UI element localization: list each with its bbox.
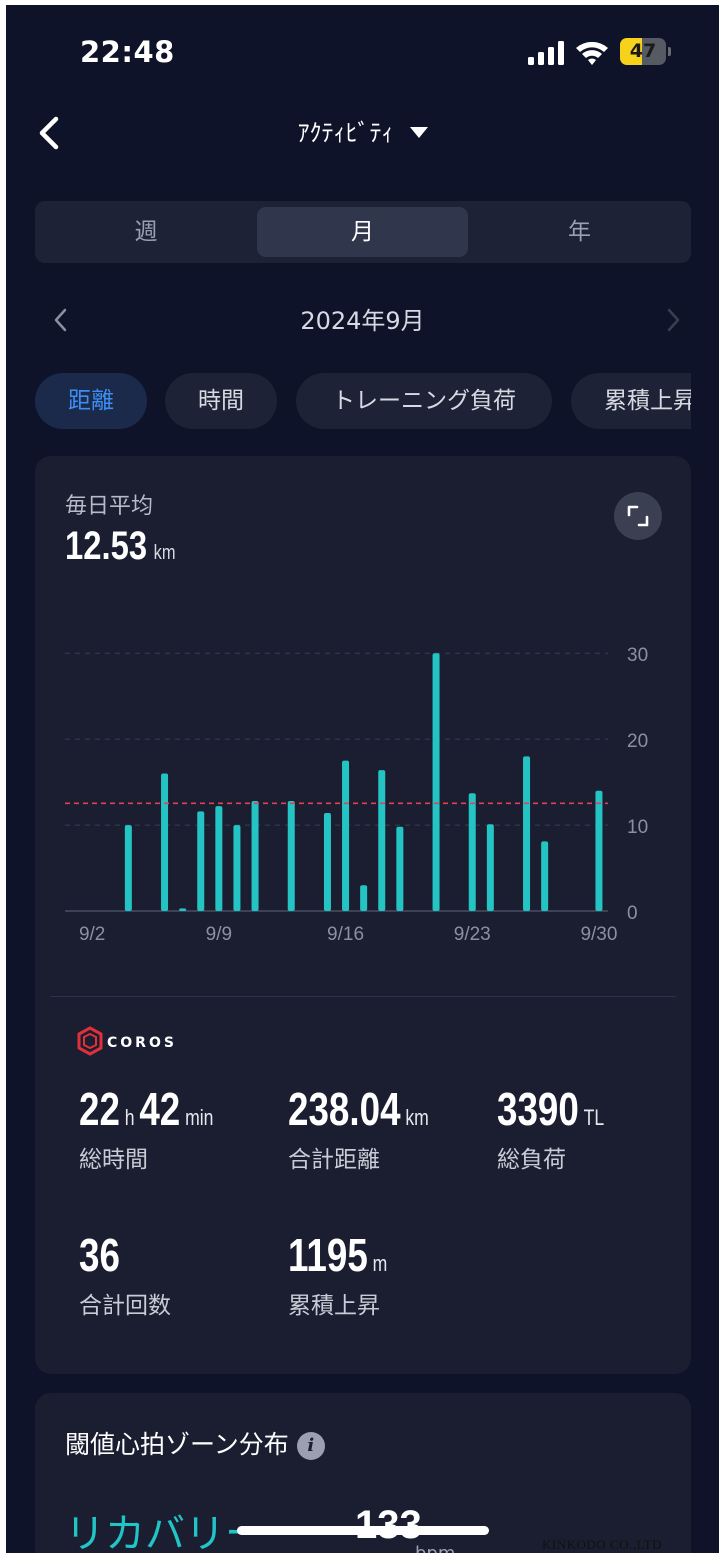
bar-9/26[interactable]: [523, 756, 531, 911]
caret-down-icon: [409, 126, 428, 138]
bar-9/10[interactable]: [233, 825, 241, 911]
stat-label: 総時間: [79, 1147, 148, 1173]
y-tick-label: 10: [627, 817, 648, 838]
chip-elevation-gain[interactable]: 累積上昇: [571, 373, 691, 429]
daily-average-label: 毎日平均: [65, 494, 154, 519]
zone-card-title: 閾値心拍ゾーン分布 i: [65, 1425, 325, 1461]
battery-level: 47: [629, 40, 657, 62]
zone-value: 133: [355, 1503, 422, 1547]
zone-unit: bpm: [415, 1543, 455, 1553]
x-tick-label: 9/23: [454, 924, 491, 945]
chip-training-load[interactable]: トレーニング負荷: [296, 373, 552, 429]
bar-9/27[interactable]: [541, 841, 549, 911]
x-tick-label: 9/9: [206, 924, 232, 945]
x-tick-label: 9/16: [327, 924, 364, 945]
distance-bar-chart: 30 20 10 0 9/2 9/9 9/16 9/23 9/30: [65, 645, 648, 945]
stat-total-time: 22 h 42 min 総時間: [79, 1082, 253, 1174]
period-label: 2024年9月: [300, 307, 425, 335]
y-tick-label: 20: [627, 731, 648, 752]
bar-9/7[interactable]: [179, 908, 187, 911]
segment-month[interactable]: 月: [257, 207, 468, 257]
bar-9/17[interactable]: [360, 885, 368, 911]
stat-label: 総負荷: [497, 1147, 566, 1173]
brand-name: COROS: [107, 1035, 177, 1051]
x-tick-label: 9/30: [580, 924, 617, 945]
bar-9/18[interactable]: [378, 770, 386, 911]
bar-9/19[interactable]: [396, 826, 404, 911]
bar-9/8[interactable]: [197, 811, 205, 911]
divider: [50, 996, 676, 997]
battery-tip: [668, 47, 671, 56]
watermark: KINKODO CO.,LTD: [542, 1537, 663, 1552]
battery-icon: 47: [620, 38, 666, 65]
stat-elevation-gain: 1195 m 累積上昇: [288, 1228, 418, 1320]
segment-week[interactable]: 週: [134, 219, 158, 245]
phone-screen: 22:48 47 ｱｸﾃｨﾋﾞﾃｨ 週 月 年 2024年9月: [6, 5, 719, 1553]
next-period-icon[interactable]: [662, 307, 684, 333]
signal-icon: [528, 41, 566, 65]
page-title-dropdown[interactable]: ｱｸﾃｨﾋﾞﾃｨ: [6, 113, 719, 148]
bar-9/9[interactable]: [215, 806, 223, 911]
chip-distance[interactable]: 距離: [35, 373, 147, 429]
y-tick-label: 0: [627, 903, 638, 924]
prev-period-icon[interactable]: [50, 307, 72, 333]
status-bar: 22:48 47: [6, 5, 719, 95]
daily-average-value: 12.53 km: [65, 524, 176, 568]
x-tick-label: 9/2: [79, 924, 105, 945]
info-icon[interactable]: i: [296, 1432, 325, 1460]
bar-9/24[interactable]: [486, 824, 494, 911]
chip-time[interactable]: 時間: [165, 373, 277, 429]
expand-button[interactable]: [614, 492, 662, 540]
bar-9/30[interactable]: [595, 790, 603, 911]
metric-chips: 距離 時間 トレーニング負荷 累積上昇: [35, 373, 691, 429]
stat-total-distance: 238.04 km 合計距離: [288, 1082, 470, 1174]
expand-icon: [627, 505, 649, 527]
daily-average-unit: km: [153, 542, 176, 564]
zone-name: リカバリー: [65, 1511, 265, 1553]
bar-9/13[interactable]: [287, 801, 295, 911]
bar-9/16[interactable]: [342, 760, 350, 911]
y-tick-label: 30: [627, 645, 648, 666]
bar-9/4[interactable]: [124, 825, 132, 911]
chevron-left-icon[interactable]: [30, 111, 70, 155]
status-time: 22:48: [80, 35, 175, 69]
bar-9/6[interactable]: [161, 773, 169, 912]
bar-9/11[interactable]: [251, 801, 259, 911]
wifi-icon: [576, 41, 608, 65]
bar-9/21[interactable]: [432, 653, 440, 911]
stat-label: 合計距離: [288, 1147, 380, 1173]
stat-total-count: 36 合計回数: [79, 1229, 171, 1319]
stat-label: 合計回数: [79, 1293, 171, 1319]
page-title: ｱｸﾃｨﾋﾞﾃｨ: [297, 119, 394, 147]
bar-9/15[interactable]: [323, 813, 331, 911]
stat-label: 累積上昇: [288, 1293, 380, 1319]
period-segmented-control: 週 月 年: [35, 201, 691, 263]
segment-year[interactable]: 年: [568, 219, 591, 245]
coros-logo-icon: COROS: [77, 1026, 177, 1056]
stat-total-load: 3390 TL 総負荷: [497, 1082, 637, 1174]
bar-9/23[interactable]: [468, 793, 476, 911]
distance-summary-card: 毎日平均 12.53 km 30 20 10 0 9/2 9/9 9/16 9/23 9/30 C…: [35, 456, 691, 1374]
home-indicator[interactable]: [237, 1526, 489, 1535]
